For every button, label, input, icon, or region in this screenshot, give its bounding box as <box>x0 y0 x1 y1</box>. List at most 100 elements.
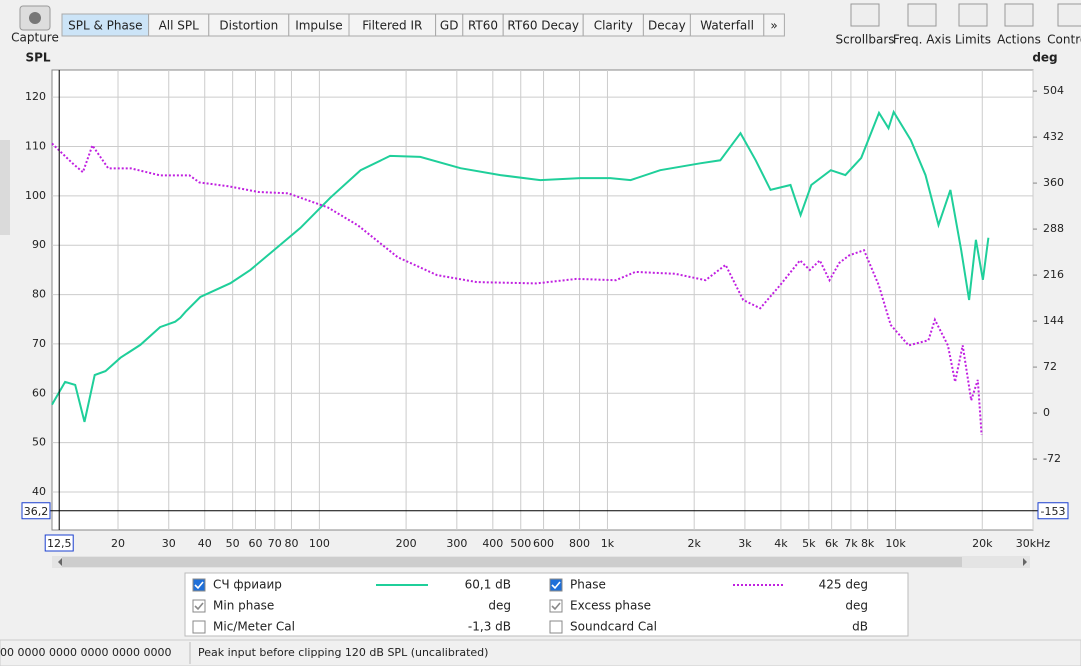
legend-value: deg <box>488 599 511 613</box>
tab[interactable] <box>763 13 785 37</box>
tool-label[interactable]: Actions <box>997 33 1041 47</box>
side-scroll <box>0 140 10 235</box>
tab-label[interactable]: Impulse <box>295 19 342 33</box>
y-tick-label: 100 <box>25 189 46 202</box>
y-tick-label: 60 <box>32 386 46 399</box>
x-tick-label: 80 <box>284 537 298 550</box>
y-tick-label: 80 <box>32 288 46 301</box>
x-tick-label: 200 <box>396 537 417 550</box>
x-tick-label: 60 <box>248 537 262 550</box>
legend-value: -1,3 dB <box>468 620 511 634</box>
checkbox[interactable] <box>192 599 206 613</box>
x-tick-label: 8k <box>861 537 875 550</box>
x-tick-label: 10k <box>885 537 906 550</box>
legend-value: 425 deg <box>819 578 868 592</box>
checkbox[interactable] <box>549 578 563 592</box>
tool-label[interactable]: Limits <box>955 33 991 47</box>
checkmark <box>551 581 561 590</box>
y2-tick-label: -72 <box>1043 452 1061 465</box>
y2-tick-label: 432 <box>1043 130 1064 143</box>
legend-value: deg <box>845 599 868 613</box>
series-line <box>51 109 990 423</box>
legend-label[interactable]: Mic/Meter Cal <box>213 620 295 634</box>
y2-tick-label: 144 <box>1043 314 1064 327</box>
y2-tick-label: 72 <box>1043 360 1057 373</box>
x-tick-label: 4k <box>774 537 788 550</box>
y-tick-label: 90 <box>32 238 46 251</box>
checkmark <box>194 602 204 611</box>
tab-label[interactable]: All SPL <box>159 19 200 33</box>
legend-label[interactable]: Soundcard Cal <box>570 620 657 634</box>
x-tick-label: 800 <box>569 537 590 550</box>
tool-label[interactable]: Controls <box>1047 33 1081 47</box>
tab-label[interactable]: Filtered IR <box>362 19 422 33</box>
tab-label[interactable]: Distortion <box>219 19 278 33</box>
tool-label[interactable]: Freq. Axis <box>893 33 951 47</box>
tab-label[interactable]: Decay <box>648 19 686 33</box>
x-tick-label: 600 <box>533 537 554 550</box>
y-tick-label: 110 <box>25 140 46 153</box>
series-line <box>51 142 983 435</box>
tool-icon[interactable] <box>907 3 937 27</box>
plot-area <box>51 69 1034 531</box>
legend-label[interactable]: СЧ фриаир <box>213 578 282 592</box>
y-tick-label: 120 <box>25 90 46 103</box>
tab-label[interactable]: RT60 <box>468 19 498 33</box>
cursor-y-label: 36,2 <box>24 505 49 518</box>
tab-label[interactable]: SPL & Phase <box>68 19 142 33</box>
tool-icon[interactable] <box>1004 3 1034 27</box>
y2-tick-label: 216 <box>1043 268 1064 281</box>
tool-icon[interactable] <box>958 3 988 27</box>
y-tick-label: 70 <box>32 337 46 350</box>
x-tick-label: 3k <box>738 537 752 550</box>
status-bar <box>0 639 1081 666</box>
x-tick-label: 2k <box>687 537 701 550</box>
legend-value: 60,1 dB <box>465 578 511 592</box>
checkmark <box>551 602 561 611</box>
y-tick-label: 50 <box>32 436 46 449</box>
status-message: Peak input before clipping 120 dB SPL (u… <box>198 646 488 659</box>
x-tick-label: 30 <box>162 537 176 550</box>
y2-axis-label: deg <box>1032 51 1057 65</box>
x-tick-label: 6k <box>825 537 839 550</box>
legend-value: dB <box>852 620 868 634</box>
capture-label[interactable]: Capture <box>11 31 59 45</box>
tab-label[interactable]: Waterfall <box>700 19 754 33</box>
cursor-y2-box <box>1037 502 1069 520</box>
checkbox[interactable] <box>192 578 206 592</box>
legend-label[interactable]: Phase <box>570 578 606 592</box>
x-tick-label: 20k <box>972 537 993 550</box>
tab-label[interactable]: » <box>770 19 777 33</box>
x-tick-label: 7k <box>844 537 858 550</box>
y2-tick-label: 504 <box>1043 84 1064 97</box>
y2-tick-label: 288 <box>1043 222 1064 235</box>
checkbox[interactable] <box>549 620 563 634</box>
y-axis-label: SPL <box>25 51 50 65</box>
x-tick-label: 40 <box>198 537 212 550</box>
tab-label[interactable]: RT60 Decay <box>507 19 579 33</box>
x-tick-label: 50 <box>226 537 240 550</box>
cursor-y2-label: -153 <box>1041 505 1066 518</box>
status-bits: 00 0000 0000 0000 0000 0000 <box>0 646 171 659</box>
legend-label[interactable]: Min phase <box>213 599 274 613</box>
h-scroll-thumb[interactable] <box>62 557 962 567</box>
x-tick-label: 5k <box>802 537 816 550</box>
tab-label[interactable]: Clarity <box>594 19 633 33</box>
y-tick-label: 40 <box>32 485 46 498</box>
y2-tick-label: 360 <box>1043 176 1064 189</box>
legend-label[interactable]: Excess phase <box>570 599 651 613</box>
cursor-y-box <box>21 502 51 520</box>
capture-lens <box>29 12 41 24</box>
checkbox[interactable] <box>549 599 563 613</box>
tab-label[interactable]: GD <box>440 19 459 33</box>
tool-icon[interactable] <box>1057 3 1081 27</box>
checkmark <box>194 581 204 590</box>
checkbox[interactable] <box>192 620 206 634</box>
tool-label[interactable]: Scrollbars <box>835 33 894 47</box>
x-tick-label: 1k <box>601 537 615 550</box>
x-tick-label: 20 <box>111 537 125 550</box>
x-tick-label: 500 <box>510 537 531 550</box>
tool-icon[interactable] <box>850 3 880 27</box>
cursor-x-box <box>44 534 74 552</box>
